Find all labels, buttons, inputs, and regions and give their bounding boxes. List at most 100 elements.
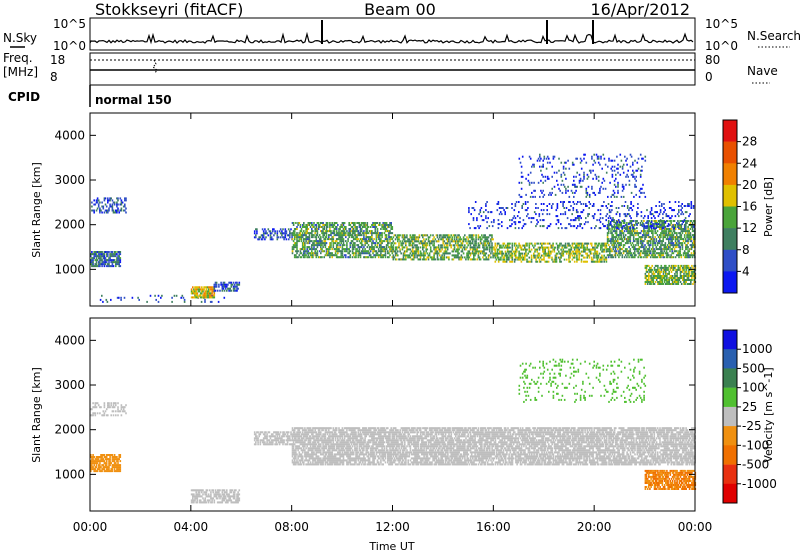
- data-cell: [628, 209, 630, 212]
- data-cell: [297, 234, 299, 237]
- data-cell: [665, 275, 667, 277]
- data-cell: [662, 252, 664, 255]
- data-cell: [635, 220, 637, 222]
- data-cell: [637, 256, 639, 259]
- data-cell: [324, 236, 327, 239]
- data-cell: [663, 228, 666, 230]
- data-cell: [391, 246, 394, 249]
- data-cell: [322, 224, 324, 226]
- data-cell: [417, 254, 420, 257]
- data-cell: [557, 221, 560, 224]
- data-cell: [661, 240, 663, 243]
- data-cell: [636, 213, 638, 216]
- data-cell: [497, 203, 500, 205]
- data-cell: [556, 219, 559, 222]
- data-cell: [390, 248, 392, 251]
- data-cell: [680, 283, 683, 285]
- data-cell: [668, 240, 670, 243]
- data-cell: [643, 234, 645, 237]
- data-cell: [316, 230, 319, 233]
- data-cell: [477, 252, 480, 255]
- data-cell: [611, 169, 614, 172]
- data-cell: [360, 234, 363, 237]
- data-cell: [609, 228, 611, 230]
- data-cell: [680, 242, 683, 245]
- data-cell: [352, 254, 355, 257]
- data-cell: [95, 199, 98, 202]
- data-cell: [542, 163, 544, 166]
- data-cell: [614, 252, 617, 255]
- data-cell: [685, 272, 687, 275]
- data-cell: [644, 248, 646, 251]
- data-cell: [351, 226, 354, 228]
- data-cell: [428, 236, 431, 239]
- data-cell: [379, 244, 381, 247]
- data-cell: [631, 224, 634, 226]
- data-cell: [95, 402, 98, 405]
- data-cell: [94, 462, 97, 465]
- data-cell: [305, 236, 307, 239]
- data-cell: [91, 263, 93, 266]
- data-cell: [662, 234, 664, 237]
- data-cell: [617, 234, 619, 237]
- data-cell: [332, 232, 335, 235]
- data-cell: [296, 250, 298, 253]
- data-cell: [613, 219, 615, 222]
- data-cell: [647, 228, 650, 230]
- data-cell: [557, 219, 560, 222]
- data-cell: [433, 240, 435, 243]
- data-cell: [365, 242, 367, 245]
- data-cell: [678, 266, 681, 269]
- data-cell: [588, 256, 591, 259]
- freq-tick-top: 18: [50, 53, 65, 67]
- data-cell: [402, 234, 405, 237]
- data-cell: [466, 252, 468, 255]
- data-cell: [569, 201, 571, 203]
- data-cell: [387, 250, 389, 253]
- data-cell: [307, 222, 310, 224]
- data-cell: [325, 248, 328, 251]
- data-cell: [655, 223, 657, 226]
- data-cell: [482, 236, 484, 239]
- data-cell: [299, 232, 302, 235]
- data-cell: [411, 250, 414, 253]
- data-cell: [300, 248, 303, 251]
- data-cell: [659, 228, 661, 230]
- data-cell: [644, 244, 646, 247]
- data-cell: [471, 248, 474, 251]
- data-cell: [687, 270, 690, 273]
- data-cell: [498, 207, 501, 209]
- data-cell: [668, 272, 670, 275]
- data-cell: [568, 167, 571, 170]
- data-cell: [442, 252, 444, 255]
- data-cell: [304, 256, 306, 259]
- data-cell: [543, 155, 546, 158]
- data-cell: [661, 275, 664, 277]
- data-cell: [592, 169, 594, 172]
- data-cell: [499, 211, 502, 214]
- data-cell: [505, 244, 508, 247]
- data-cell: [620, 248, 622, 251]
- data-cell: [440, 256, 442, 259]
- data-cell: [383, 250, 386, 253]
- data-cell: [580, 185, 583, 188]
- data-cell: [356, 244, 358, 247]
- data-cell: [676, 281, 678, 283]
- data-cell: [689, 213, 691, 216]
- data-cell: [333, 232, 336, 235]
- data-cell: [690, 240, 693, 243]
- data-cell: [576, 256, 578, 259]
- data-cell: [233, 285, 236, 288]
- data-cell: [621, 185, 624, 188]
- data-cell: [544, 175, 547, 178]
- data-cell: [317, 236, 320, 239]
- data-cell: [627, 232, 629, 235]
- data-cell: [94, 406, 97, 409]
- data-cell: [693, 240, 695, 243]
- data-cell: [553, 185, 556, 188]
- data-cell: [534, 248, 536, 251]
- data-cell: [621, 165, 624, 168]
- data-cell: [645, 250, 647, 253]
- data-cell: [580, 167, 583, 170]
- data-cell: [603, 258, 605, 261]
